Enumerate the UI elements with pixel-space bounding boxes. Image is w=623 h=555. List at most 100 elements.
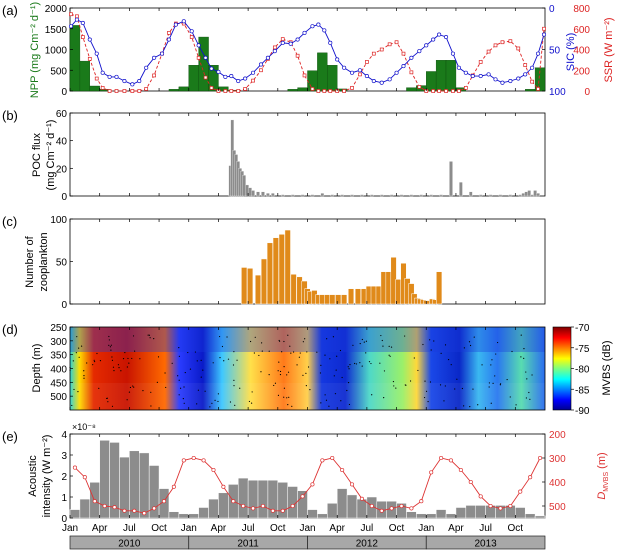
dmvbs-tick-label: 200 bbox=[549, 430, 566, 441]
mvbs-layer-dot bbox=[499, 383, 502, 385]
dmvbs-point bbox=[191, 455, 196, 461]
mvbs-layer-dot bbox=[153, 338, 155, 340]
poc-bar bbox=[429, 194, 433, 197]
npp-axis-tick-label: 2000 bbox=[45, 4, 68, 15]
mvbs-layer-dot bbox=[128, 391, 131, 393]
mvbs-layer-dot bbox=[359, 342, 361, 345]
colorbar-tick-label: -85 bbox=[575, 385, 590, 396]
mvbs-layer-dot bbox=[324, 354, 326, 356]
acoustic-bar bbox=[336, 488, 348, 519]
mvbs-layer-dot bbox=[233, 351, 235, 353]
mvbs-colorbar bbox=[552, 326, 572, 411]
mvbs-layer-dot bbox=[261, 342, 263, 344]
sic-point bbox=[236, 78, 241, 84]
sic-point bbox=[523, 72, 528, 77]
mvbs-layer-dot bbox=[99, 360, 102, 362]
acoustic-bar bbox=[168, 511, 180, 519]
ssr-tick-label: 0 bbox=[584, 87, 590, 98]
poc-bar bbox=[290, 194, 295, 197]
acoustic-bar bbox=[188, 513, 199, 519]
mvbs-layer-dot bbox=[223, 360, 225, 362]
mvbs-layer-dot bbox=[380, 334, 382, 337]
poc-bar bbox=[508, 194, 513, 197]
mvbs-layer-dot bbox=[273, 384, 275, 387]
mvbs-layer-dot bbox=[368, 361, 371, 363]
poc-bar bbox=[266, 193, 270, 197]
mvbs-layer-dot bbox=[288, 396, 290, 398]
sic-point bbox=[335, 57, 340, 62]
mvbs-layer-dot bbox=[341, 376, 343, 379]
mvbs-layer-dot bbox=[274, 382, 277, 384]
mvbs-layer-dot bbox=[165, 386, 167, 389]
mvbs-layer-dot bbox=[148, 334, 151, 336]
sic-point bbox=[122, 78, 127, 84]
poc-bar bbox=[521, 193, 525, 197]
npp-bar bbox=[89, 85, 100, 92]
sic-point bbox=[137, 78, 142, 84]
sic-point bbox=[258, 62, 264, 67]
mvbs-layer-dot bbox=[71, 404, 73, 407]
mvbs-layer-dot bbox=[306, 351, 308, 353]
ssr-point bbox=[196, 55, 201, 60]
sic-point bbox=[310, 24, 315, 29]
mvbs-layer-dot bbox=[72, 360, 74, 362]
poc-axis-tick-label: 0 bbox=[61, 192, 67, 203]
ssr-point bbox=[444, 89, 448, 93]
mvbs-layer-dot bbox=[232, 364, 235, 366]
mvbs-layer-dot bbox=[417, 369, 419, 372]
ssr-point bbox=[251, 78, 255, 83]
poc-bar bbox=[251, 190, 255, 197]
dmvbs-point bbox=[280, 508, 285, 513]
mvbs-layer-dot bbox=[219, 357, 221, 359]
sic-point bbox=[431, 37, 436, 42]
ssr-point bbox=[401, 51, 406, 56]
mvbs-layer-dot bbox=[393, 385, 395, 387]
mvbs-layer-dot bbox=[214, 399, 216, 401]
npp-bar bbox=[297, 87, 308, 92]
mvbs-layer-dot bbox=[473, 336, 475, 338]
dmvbs-tick-label: 300 bbox=[549, 454, 566, 465]
sic-point bbox=[74, 17, 79, 22]
month-tick-label: Oct bbox=[389, 523, 405, 534]
dmvbs-point bbox=[498, 506, 503, 511]
mvbs-layer-dot bbox=[359, 362, 361, 364]
sic-point bbox=[401, 64, 406, 69]
month-tick-label: Jul bbox=[479, 523, 492, 534]
mvbs-layer-dot bbox=[325, 399, 328, 401]
mvbs-layer-dot bbox=[93, 359, 95, 361]
dmvbs-point bbox=[112, 505, 117, 510]
month-tick-label: Jan bbox=[418, 523, 434, 534]
mvbs-layer-dot bbox=[365, 340, 368, 342]
mvbs-layer-dot bbox=[382, 345, 384, 347]
mvbs-layer-dot bbox=[149, 337, 151, 339]
mvbs-layer-dot bbox=[363, 341, 365, 343]
mvbs-layer-dot bbox=[108, 344, 110, 346]
mvbs-layer-dot bbox=[108, 339, 110, 341]
mvbs-layer-dot bbox=[75, 352, 77, 354]
dmvbs-point bbox=[379, 508, 384, 513]
sic-point bbox=[223, 74, 228, 79]
mvbs-layer-dot bbox=[286, 397, 288, 399]
mvbs-layer-dot bbox=[472, 388, 474, 390]
sic-point bbox=[100, 70, 105, 75]
mvbs-layer-dot bbox=[156, 381, 158, 383]
npp-axis-label: NPP (mg Cm⁻² d⁻¹) bbox=[29, 2, 41, 98]
mvbs-layer-dot bbox=[404, 384, 406, 386]
depth-tick-label: 400 bbox=[50, 365, 67, 376]
mvbs-layer-dot bbox=[404, 335, 406, 337]
ssr-point bbox=[316, 89, 321, 93]
poc-bar bbox=[330, 194, 334, 197]
mvbs-layer-dot bbox=[234, 404, 236, 406]
mvbs-layer-dot bbox=[361, 365, 363, 367]
mvbs-layer-dot bbox=[221, 345, 224, 348]
acoustic-bar bbox=[257, 479, 269, 519]
acoustic-axis-label: Acoustic bbox=[27, 455, 39, 497]
npp-bar bbox=[435, 60, 447, 92]
poc-bar bbox=[518, 194, 523, 197]
sic-point bbox=[114, 74, 119, 79]
mvbs-layer-dot bbox=[409, 380, 412, 382]
mvbs-layer-dot bbox=[109, 346, 111, 348]
mvbs-layer-dot bbox=[183, 386, 185, 388]
mvbs-layer-dot bbox=[111, 405, 114, 407]
